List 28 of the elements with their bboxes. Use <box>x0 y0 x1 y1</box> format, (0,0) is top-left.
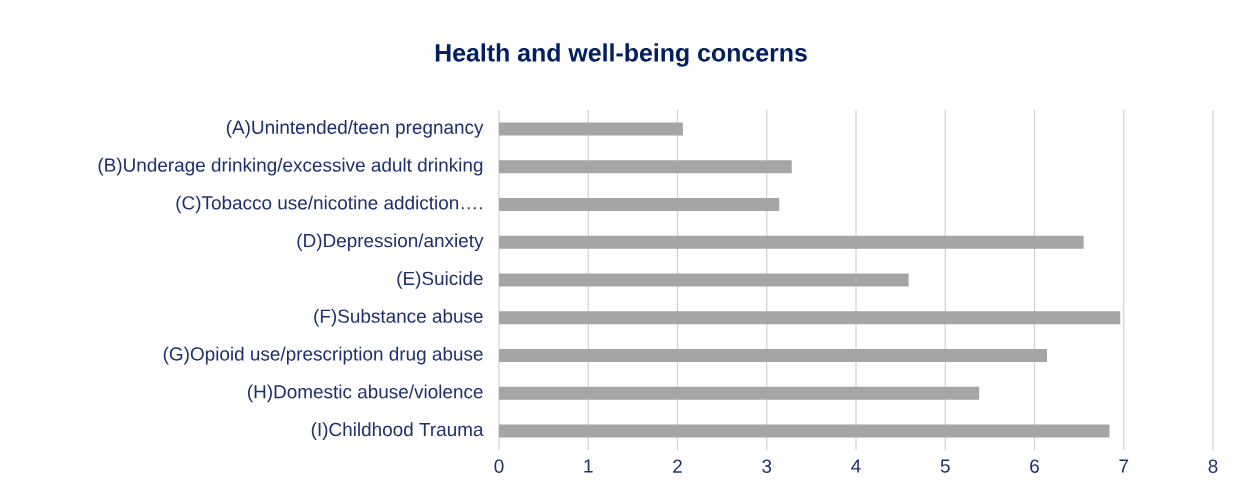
y-tick-label: (F)Substance abuse <box>314 308 483 327</box>
x-tick-label: 5 <box>940 459 950 473</box>
bar <box>499 386 980 400</box>
x-tick-label: 3 <box>762 459 772 473</box>
y-tick-label: (C)Tobacco use/nicotine addiction…. <box>176 195 482 214</box>
y-tick-label: (B)Underage drinking/excessive adult drinking <box>98 157 483 176</box>
bar <box>499 273 909 287</box>
x-tick-label: 2 <box>673 459 682 473</box>
chart-title: Health and well-being concerns <box>435 43 807 67</box>
y-tick-label: (G)Opioid use/prescription drug abuse <box>163 346 483 365</box>
bar <box>499 311 1121 325</box>
x-tick-label: 1 <box>584 459 593 473</box>
x-tick-label: 8 <box>1208 459 1218 473</box>
y-tick-label: (H)Domestic abuse/violence <box>247 384 483 403</box>
bar <box>499 424 1110 438</box>
bar <box>499 349 1047 363</box>
bar <box>499 122 683 136</box>
y-tick-label: (D)Depression/anxiety <box>297 233 484 252</box>
bar <box>499 235 1084 249</box>
x-tick-label: 4 <box>851 459 861 473</box>
x-tick-label: 7 <box>1119 459 1129 473</box>
bar <box>499 160 792 174</box>
y-tick-label: (A)Unintended/teen pregnancy <box>226 120 484 138</box>
x-tick-label: 0 <box>494 459 504 473</box>
x-tick-label: 6 <box>1030 459 1039 473</box>
y-tick-label: (E)Suicide <box>397 271 483 289</box>
bar <box>499 197 780 211</box>
y-tick-label: (I)Childhood Trauma <box>311 422 484 440</box>
